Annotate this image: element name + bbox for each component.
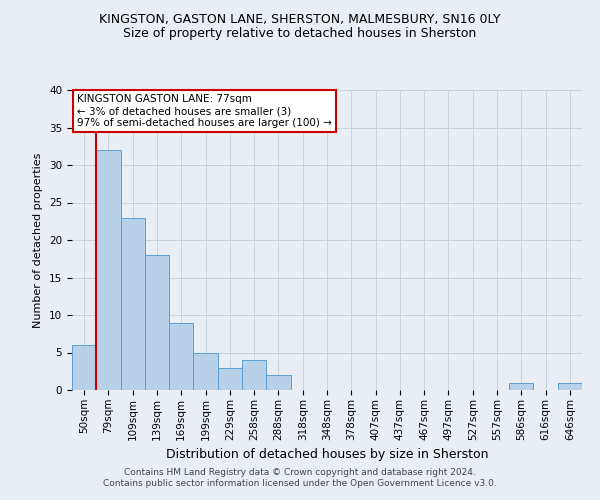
- Bar: [266, 375, 290, 390]
- Bar: [96, 150, 121, 390]
- Text: KINGSTON GASTON LANE: 77sqm
← 3% of detached houses are smaller (3)
97% of semi-: KINGSTON GASTON LANE: 77sqm ← 3% of deta…: [77, 94, 332, 128]
- Text: Contains HM Land Registry data © Crown copyright and database right 2024.
Contai: Contains HM Land Registry data © Crown c…: [103, 468, 497, 487]
- Text: Size of property relative to detached houses in Sherston: Size of property relative to detached ho…: [124, 28, 476, 40]
- Bar: [509, 382, 533, 390]
- Bar: [193, 352, 218, 390]
- Bar: [72, 345, 96, 390]
- Bar: [242, 360, 266, 390]
- Bar: [558, 382, 582, 390]
- Y-axis label: Number of detached properties: Number of detached properties: [34, 152, 43, 328]
- Bar: [169, 322, 193, 390]
- Bar: [218, 368, 242, 390]
- X-axis label: Distribution of detached houses by size in Sherston: Distribution of detached houses by size …: [166, 448, 488, 461]
- Text: KINGSTON, GASTON LANE, SHERSTON, MALMESBURY, SN16 0LY: KINGSTON, GASTON LANE, SHERSTON, MALMESB…: [99, 12, 501, 26]
- Bar: [121, 218, 145, 390]
- Bar: [145, 255, 169, 390]
